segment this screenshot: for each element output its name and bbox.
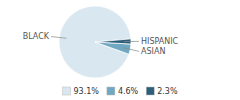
slices xyxy=(59,6,131,78)
slice-label: BLACK xyxy=(23,32,50,41)
legend-label: 4.6% xyxy=(118,87,139,96)
legend-swatch xyxy=(146,87,154,95)
pie-slice xyxy=(59,6,131,78)
chart: BLACK ASIANHISPANIC 93.1% 4.6% 2.3% xyxy=(0,0,240,100)
legend-label: 2.3% xyxy=(157,87,178,96)
legend-label: 93.1% xyxy=(73,87,99,96)
legend: 93.1% 4.6% 2.3% xyxy=(62,87,177,96)
leader-line xyxy=(51,37,66,39)
legend-swatch xyxy=(107,87,115,95)
leader-line xyxy=(124,41,139,42)
slice-label: ASIAN xyxy=(141,47,165,56)
slice-label: HISPANIC xyxy=(141,37,179,46)
leader-line xyxy=(123,48,139,52)
legend-swatch xyxy=(62,87,70,95)
